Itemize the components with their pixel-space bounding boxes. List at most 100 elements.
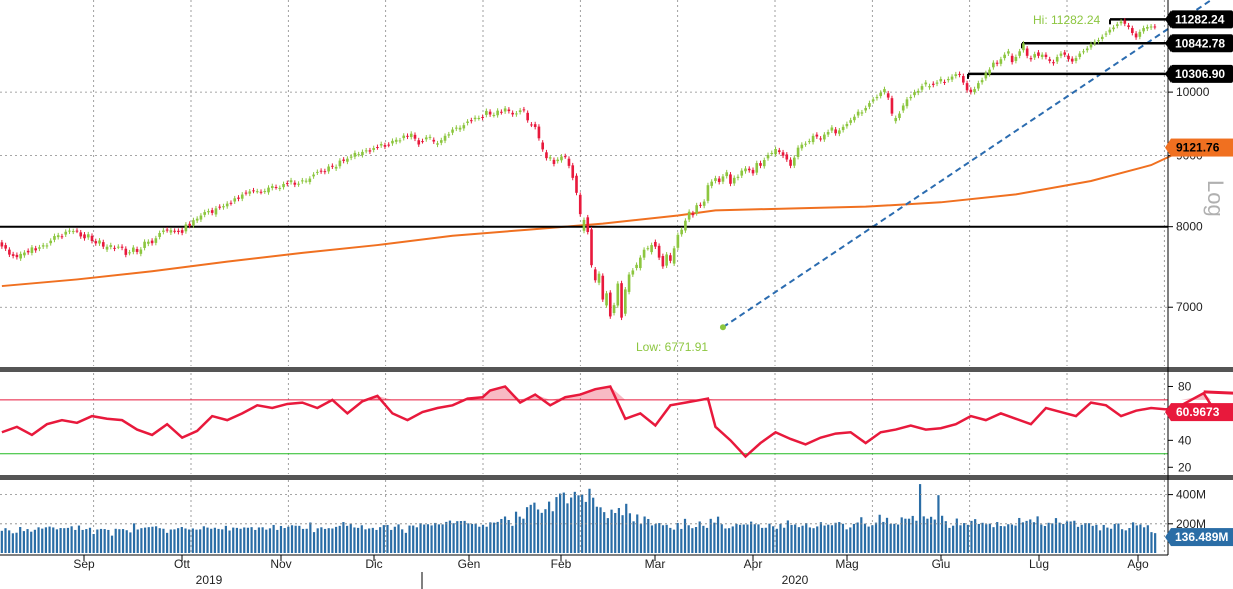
volume-bar <box>952 525 955 553</box>
candle-body <box>270 186 274 189</box>
volume-bar <box>158 528 161 553</box>
candle-body <box>150 240 154 244</box>
volume-bar <box>514 511 518 553</box>
volume-bar <box>603 512 606 553</box>
candle-body <box>1044 54 1048 57</box>
candle-body <box>184 224 188 232</box>
volume-bar <box>349 523 352 553</box>
volume-bar <box>22 531 25 553</box>
volume-bar <box>632 521 635 553</box>
candle-body <box>747 168 751 171</box>
candle-body <box>695 205 698 214</box>
volume-bar <box>750 521 753 553</box>
volume-bar <box>683 518 687 553</box>
volume-tick-label: 200M <box>1176 517 1206 531</box>
candle-body <box>800 144 804 149</box>
volume-bar <box>125 530 128 553</box>
volume-bar <box>907 518 911 553</box>
candle-body <box>928 86 931 88</box>
candle-body <box>1142 28 1145 32</box>
candle-body <box>586 217 590 232</box>
volume-bar <box>1032 522 1036 553</box>
candle-body <box>154 238 158 243</box>
candle-body <box>0 242 4 247</box>
candle-body <box>500 111 503 113</box>
candle-body <box>225 203 229 207</box>
price-tick-label: 10000 <box>1176 85 1210 99</box>
volume-bar <box>797 527 800 553</box>
volume-bar <box>834 522 837 553</box>
candle-body <box>744 168 747 172</box>
candle-body <box>323 171 327 173</box>
volume-bar <box>437 524 441 553</box>
candle-body <box>496 110 499 116</box>
candle-body <box>661 256 665 267</box>
volume-bar <box>1069 521 1072 553</box>
level-value-tag-arrow <box>1165 64 1171 83</box>
candle-body <box>188 223 191 226</box>
volume-bar <box>55 529 59 553</box>
volume-bar <box>221 529 224 553</box>
volume-bar <box>235 527 239 553</box>
volume-bar <box>996 522 999 553</box>
candle-body <box>11 254 15 256</box>
candle-body <box>909 96 913 99</box>
candle-body <box>1033 54 1036 58</box>
volume-bar <box>1124 530 1127 553</box>
volume-bar <box>375 529 378 553</box>
candle-body <box>424 137 428 140</box>
volume-bar <box>151 526 154 553</box>
volume-bar <box>1109 528 1113 553</box>
volume-bar <box>419 523 422 553</box>
volume-bar <box>636 514 639 553</box>
candle-body <box>470 120 473 122</box>
volume-bar <box>871 525 874 553</box>
volume-bar <box>390 529 393 553</box>
volume-bar <box>287 526 290 553</box>
volume-bar <box>77 525 81 553</box>
candle-body <box>342 159 345 161</box>
candle-body <box>639 257 642 269</box>
volume-bar <box>88 527 92 553</box>
volume-bar <box>845 529 848 553</box>
volume-bar <box>672 529 676 553</box>
candle-body <box>1131 28 1134 33</box>
volume-bar <box>705 527 709 553</box>
volume-bar <box>338 525 341 553</box>
volume-bar <box>937 495 940 553</box>
volume-bar <box>136 529 139 553</box>
candle-body <box>346 158 349 162</box>
candle-body <box>334 166 338 169</box>
volume-bar <box>654 523 657 553</box>
candle-body <box>282 183 285 188</box>
volume-bar <box>1062 523 1065 553</box>
candle-body <box>1104 33 1108 35</box>
volume-bar <box>738 524 742 553</box>
candle-body <box>244 192 248 194</box>
candle-body <box>376 147 379 149</box>
volume-bar <box>867 526 870 553</box>
volume-bar <box>1087 523 1091 553</box>
high-annotation: Hi: 11282.24 <box>1033 13 1100 27</box>
volume-bar <box>929 516 933 553</box>
candle-body <box>368 150 372 152</box>
candle-body <box>965 83 969 91</box>
candle-body <box>515 113 518 115</box>
candle-body <box>548 157 552 159</box>
candle-body <box>319 170 323 172</box>
volume-bar <box>331 528 334 553</box>
volume-bar <box>823 525 826 553</box>
volume-bar <box>562 492 565 553</box>
volume-bar <box>1025 520 1028 553</box>
candle-body <box>913 92 916 96</box>
volume-bar <box>977 523 980 553</box>
month-label: Lug <box>1029 557 1049 571</box>
candle-body <box>94 241 98 244</box>
candle-body <box>729 174 732 184</box>
rsi-overbought-fill <box>1 386 1233 400</box>
candle-body <box>147 241 150 244</box>
candle-body <box>229 202 233 204</box>
price-tick-label: 7000 <box>1176 300 1203 314</box>
candle-body <box>267 187 270 193</box>
